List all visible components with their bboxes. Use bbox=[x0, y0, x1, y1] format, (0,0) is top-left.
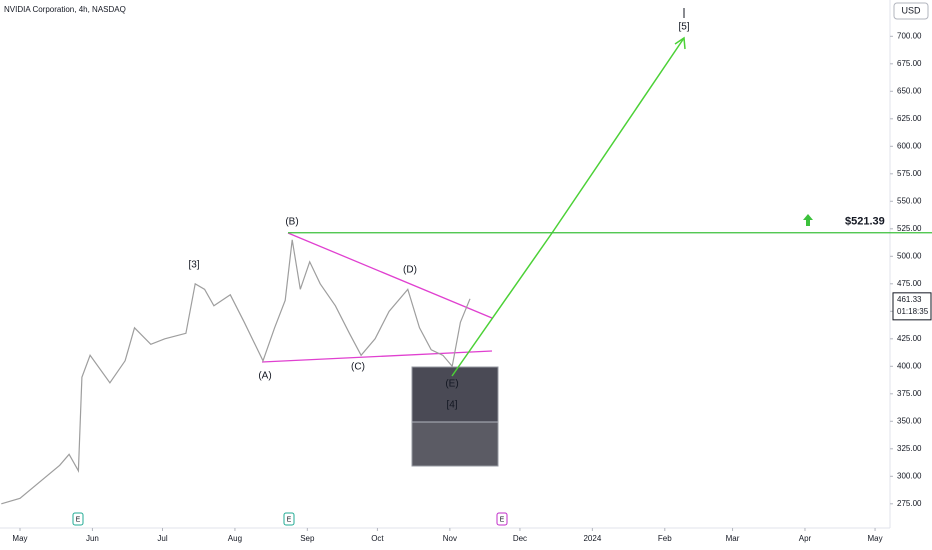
y-tick-label: 700.00 bbox=[897, 31, 922, 40]
y-tick-label: 300.00 bbox=[897, 471, 922, 480]
y-tick-label: 525.00 bbox=[897, 224, 922, 233]
x-tick-label: Mar bbox=[726, 534, 740, 543]
zone-border bbox=[411, 366, 499, 467]
wave-label: (B) bbox=[285, 217, 298, 228]
x-tick-label: Feb bbox=[658, 534, 672, 543]
y-tick-label: 500.00 bbox=[897, 251, 922, 260]
x-tick-label: Jun bbox=[86, 534, 99, 543]
wave-label: (C) bbox=[351, 362, 365, 373]
y-tick-label: 475.00 bbox=[897, 279, 922, 288]
y-tick-label: 350.00 bbox=[897, 416, 922, 425]
y-tick-label: 675.00 bbox=[897, 59, 922, 68]
zone-upper bbox=[412, 367, 498, 422]
y-tick-label: 600.00 bbox=[897, 141, 922, 150]
x-tick-label: Aug bbox=[228, 534, 242, 543]
x-tick-label: Nov bbox=[443, 534, 457, 543]
event-marker bbox=[72, 512, 84, 526]
event-label: E bbox=[76, 516, 81, 523]
x-tick-label: Jul bbox=[157, 534, 167, 543]
triangle-upper bbox=[287, 232, 493, 319]
x-tick-label: May bbox=[867, 534, 882, 543]
y-tick-label: 375.00 bbox=[897, 389, 922, 398]
wave-label: (E) bbox=[445, 379, 458, 390]
x-tick-label: 2024 bbox=[583, 534, 601, 543]
wave-label: [3] bbox=[188, 260, 199, 271]
x-tick-label: Oct bbox=[371, 534, 384, 543]
x-tick-label: Sep bbox=[300, 534, 315, 543]
y-tick-label: 275.00 bbox=[897, 499, 922, 508]
y-tick-label: 400.00 bbox=[897, 361, 922, 370]
price-tag-label: 461.33 bbox=[897, 295, 922, 304]
x-tick-label: Dec bbox=[513, 534, 527, 543]
y-tick-label: 575.00 bbox=[897, 169, 922, 178]
countdown: 01:18:35 bbox=[897, 307, 929, 316]
wave-label: [5] bbox=[678, 22, 689, 33]
currency: USD bbox=[901, 5, 921, 15]
currency-box[interactable] bbox=[893, 2, 929, 20]
wave-label: [4] bbox=[446, 400, 457, 411]
event-label: E bbox=[500, 516, 505, 523]
y-tick-label: 625.00 bbox=[897, 114, 922, 123]
zone-lower bbox=[412, 422, 498, 466]
chart-title: NVIDIA Corporation, 4h, NASDAQ bbox=[4, 5, 126, 14]
price-tag bbox=[892, 292, 932, 321]
triangle-lower bbox=[261, 350, 493, 363]
target-label: $521.39 bbox=[845, 216, 885, 228]
event-label: E bbox=[287, 516, 292, 523]
x-tick-label: Apr bbox=[799, 534, 812, 543]
x-tick-label: May bbox=[12, 534, 27, 543]
y-tick-label: 550.00 bbox=[897, 196, 922, 205]
price-line bbox=[1, 239, 471, 505]
target-icon bbox=[803, 214, 813, 226]
event-marker bbox=[283, 512, 295, 526]
y-tick-label: 425.00 bbox=[897, 334, 922, 343]
y-tick-label: 650.00 bbox=[897, 86, 922, 95]
wave-label: (D) bbox=[403, 265, 417, 276]
wave-label: (A) bbox=[258, 371, 271, 382]
event-marker bbox=[496, 512, 508, 526]
y-tick-label: 325.00 bbox=[897, 444, 922, 453]
arrow-head bbox=[674, 36, 686, 50]
